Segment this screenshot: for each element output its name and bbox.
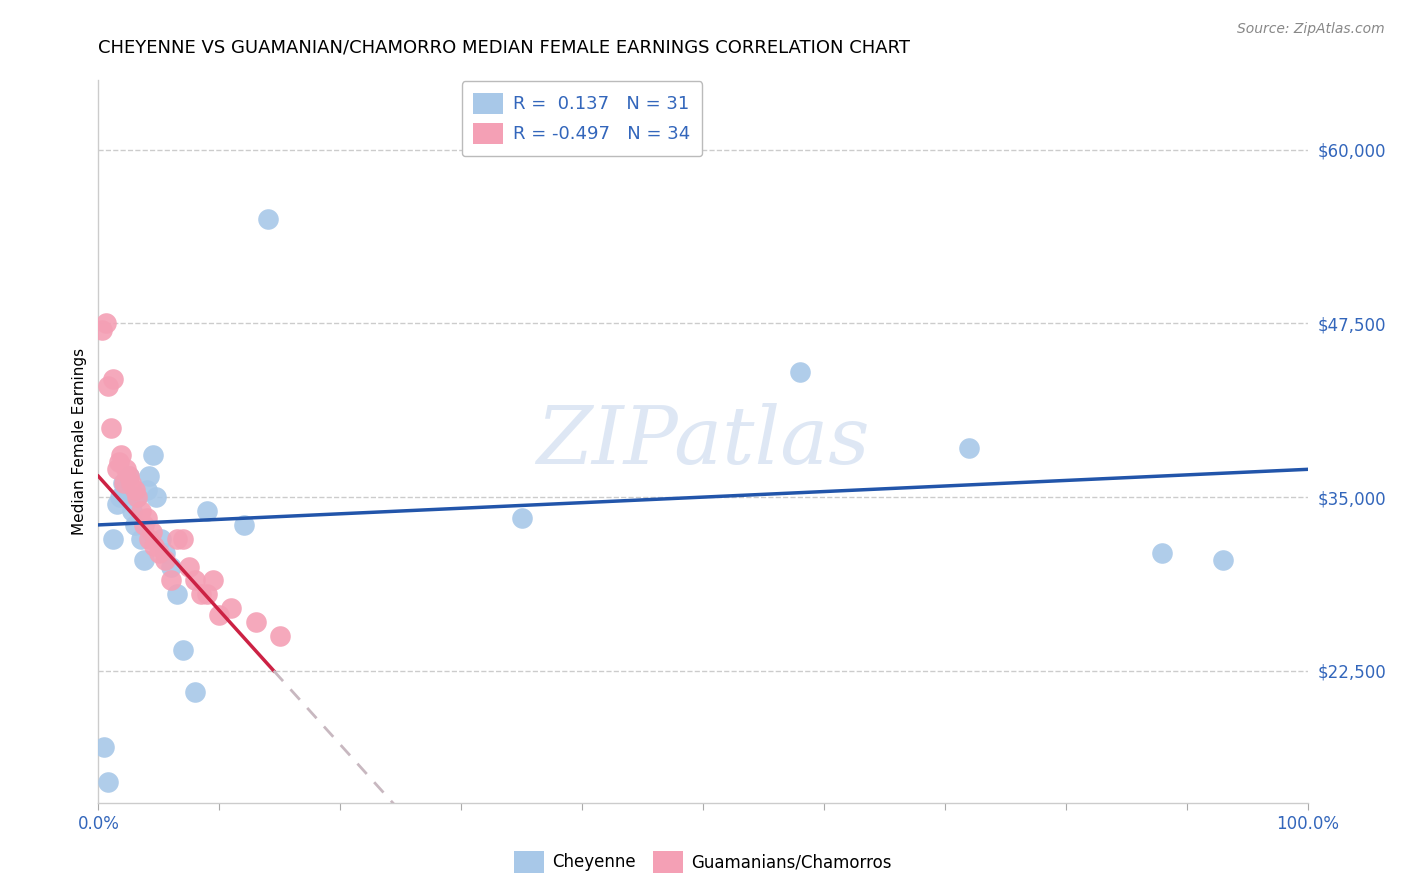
Point — [129, 532, 152, 546]
Point — [101, 532, 124, 546]
Point — [134, 517, 156, 532]
Point — [114, 483, 136, 498]
Legend: Cheyenne, Guamanians/Chamorros: Cheyenne, Guamanians/Chamorros — [508, 845, 898, 880]
Point — [110, 449, 132, 463]
Point — [202, 574, 225, 588]
Point — [124, 517, 146, 532]
Point — [100, 420, 122, 434]
Point — [1212, 552, 1234, 566]
Point — [97, 775, 120, 789]
Point — [121, 504, 143, 518]
Point — [957, 442, 980, 456]
Point — [160, 559, 183, 574]
Point — [148, 546, 170, 560]
Point — [138, 469, 160, 483]
Point — [120, 476, 142, 491]
Point — [172, 532, 194, 546]
Point — [101, 372, 124, 386]
Point — [195, 587, 218, 601]
Point — [789, 365, 811, 379]
Point — [190, 587, 212, 601]
Point — [160, 574, 183, 588]
Point — [256, 212, 278, 227]
Point — [118, 469, 141, 483]
Point — [108, 490, 131, 504]
Point — [118, 469, 141, 483]
Point — [93, 740, 115, 755]
Point — [115, 462, 138, 476]
Point — [129, 504, 152, 518]
Point — [135, 483, 157, 498]
Point — [184, 574, 207, 588]
Point — [1152, 546, 1174, 560]
Point — [166, 587, 188, 601]
Point — [232, 517, 254, 532]
Point — [141, 524, 163, 539]
Text: CHEYENNE VS GUAMANIAN/CHAMORRO MEDIAN FEMALE EARNINGS CORRELATION CHART: CHEYENNE VS GUAMANIAN/CHAMORRO MEDIAN FE… — [98, 38, 911, 56]
Point — [105, 497, 128, 511]
Point — [127, 490, 149, 504]
Point — [124, 483, 146, 498]
Point — [221, 601, 243, 615]
Point — [179, 559, 201, 574]
Point — [143, 539, 166, 553]
Point — [142, 449, 165, 463]
Point — [150, 532, 173, 546]
Point — [134, 552, 156, 566]
Point — [135, 511, 157, 525]
Point — [184, 684, 207, 698]
Text: Source: ZipAtlas.com: Source: ZipAtlas.com — [1237, 22, 1385, 37]
Text: ZIPatlas: ZIPatlas — [536, 403, 870, 480]
Point — [245, 615, 267, 630]
Point — [112, 476, 135, 491]
Point — [94, 317, 117, 331]
Point — [153, 546, 176, 560]
Point — [105, 462, 128, 476]
Point — [97, 379, 120, 393]
Point — [108, 455, 131, 469]
Point — [127, 490, 149, 504]
Point — [138, 532, 160, 546]
Y-axis label: Median Female Earnings: Median Female Earnings — [72, 348, 87, 535]
Point — [111, 476, 134, 491]
Point — [153, 552, 176, 566]
Point — [269, 629, 291, 643]
Point — [172, 643, 194, 657]
Point — [510, 511, 533, 525]
Point — [195, 504, 218, 518]
Point — [208, 608, 231, 623]
Point — [166, 532, 188, 546]
Point — [91, 323, 114, 337]
Legend: R =  0.137   N = 31, R = -0.497   N = 34: R = 0.137 N = 31, R = -0.497 N = 34 — [461, 81, 703, 156]
Point — [145, 490, 167, 504]
